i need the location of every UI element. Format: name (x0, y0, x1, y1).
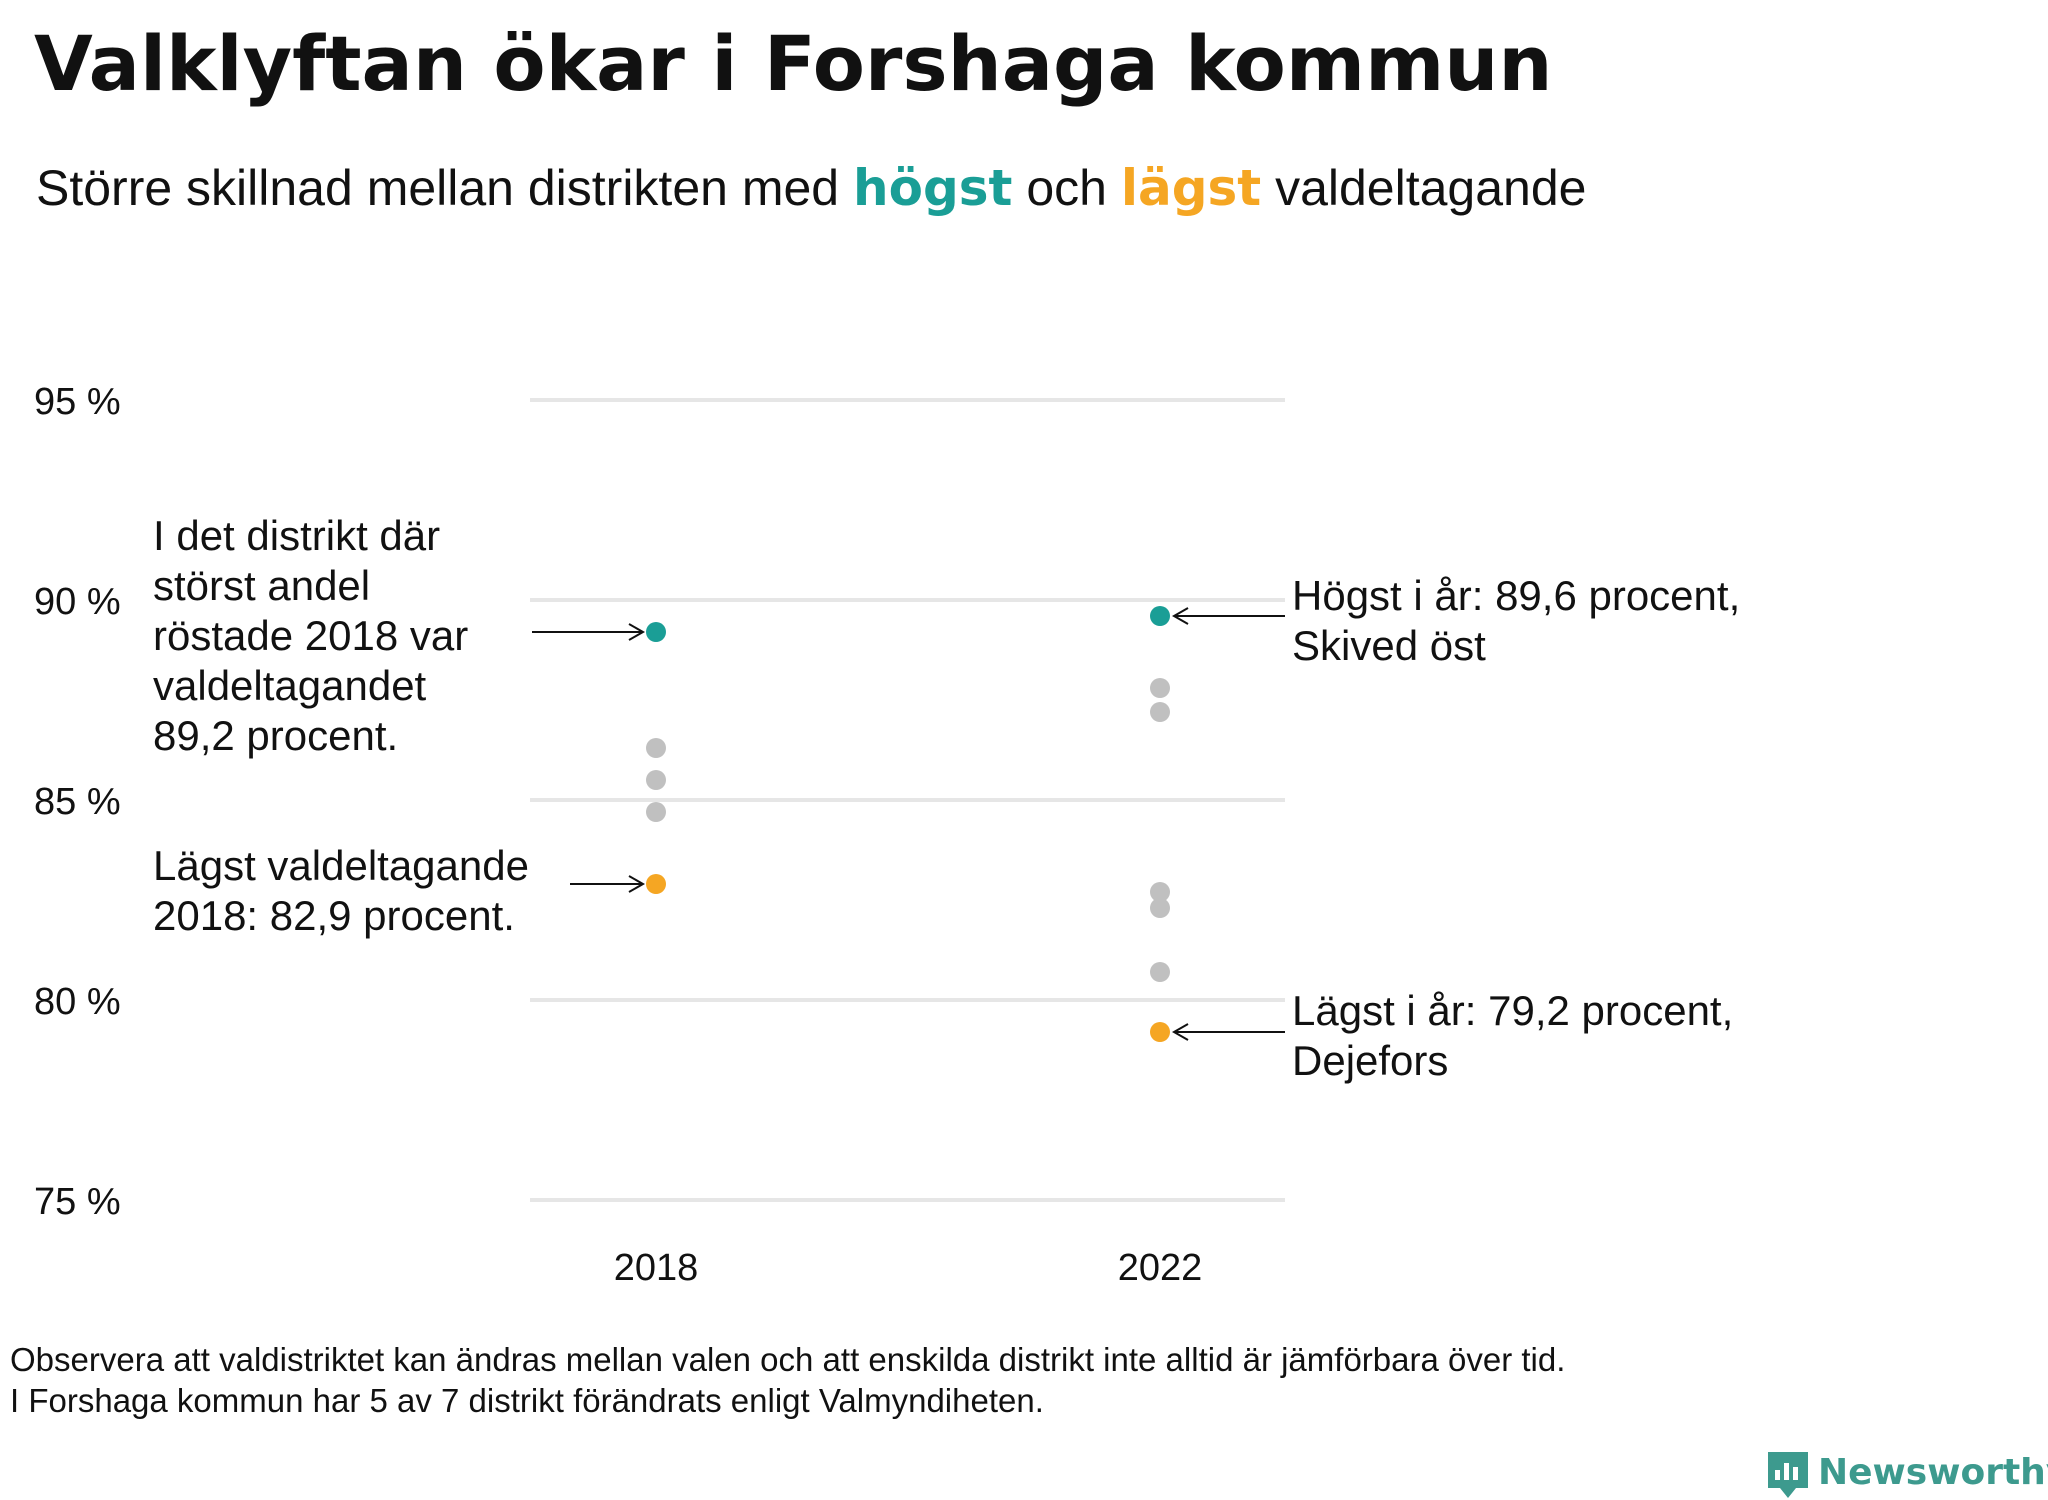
data-point-other (646, 802, 666, 822)
annotation-high2018-line: störst andel (153, 562, 370, 609)
y-tick-label: 95 % (34, 381, 121, 423)
subtitle-lowest-word: lägst (1121, 159, 1261, 217)
data-point-other (646, 770, 666, 790)
subtitle-part2: och (1026, 160, 1121, 216)
annotation-low2022-line: Dejefors (1292, 1037, 1448, 1084)
chart-subtitle: Större skillnad mellan distrikten med hö… (36, 159, 1586, 217)
subtitle-part3: valdeltagande (1275, 160, 1586, 216)
arrow-high-2022 (1171, 607, 1285, 625)
annotation-high2022-line: Skived öst (1292, 622, 1486, 669)
annotation-high2018-line: valdeltagandet (153, 662, 427, 709)
annotation-high2018-line: 89,2 procent. (153, 712, 398, 759)
y-axis-ticks: 95 % 90 % 85 % 80 % 75 % (34, 381, 121, 1223)
x-tick-label: 2018 (614, 1247, 699, 1289)
data-point-other (1150, 898, 1170, 918)
y-tick-label: 90 % (34, 581, 121, 623)
x-tick-label: 2022 (1118, 1247, 1203, 1289)
arrow-high-2018 (532, 623, 646, 641)
y-tick-label: 80 % (34, 981, 121, 1023)
data-point-lowest (1150, 1022, 1170, 1042)
data-point-other (1150, 882, 1170, 902)
annotation-low2018-line: Lägst valdeltagande (153, 842, 529, 889)
annotation-high2018-line: I det distrikt där (153, 512, 440, 559)
gridlines (530, 398, 1285, 1202)
data-points (646, 606, 1170, 1042)
brand-logo: Newsworthy (1768, 1452, 2048, 1498)
annotation-high2022-line: Högst i år: 89,6 procent, (1292, 572, 1740, 619)
y-tick-label: 85 % (34, 781, 121, 823)
annotation-low2022-line: Lägst i år: 79,2 procent, (1292, 987, 1733, 1034)
data-point-other (1150, 962, 1170, 982)
x-axis-ticks: 2018 2022 (614, 1247, 1203, 1289)
footnote-line-2: I Forshaga kommun har 5 av 7 distrikt fö… (10, 1382, 1044, 1419)
data-point-other (1150, 702, 1170, 722)
footnote-line-1: Observera att valdistriktet kan ändras m… (10, 1341, 1565, 1378)
arrow-low-2018 (570, 875, 646, 893)
annotation-low2018-line: 2018: 82,9 procent. (153, 892, 515, 939)
data-point-lowest (646, 874, 666, 894)
brand-name: Newsworthy (1818, 1452, 2048, 1493)
data-point-other (646, 738, 666, 758)
annotation-arrows (532, 607, 1285, 1041)
bar-chart-speech-bubble-icon (1768, 1452, 1808, 1498)
annotation-high2018-line: röstade 2018 var (153, 612, 468, 659)
arrow-low-2022 (1171, 1023, 1285, 1041)
data-point-highest (1150, 606, 1170, 626)
data-point-highest (646, 622, 666, 642)
data-point-other (1150, 678, 1170, 698)
subtitle-highest-word: högst (853, 159, 1012, 217)
subtitle-part1: Större skillnad mellan distrikten med (36, 160, 853, 216)
chart-title: Valklyftan ökar i Forshaga kommun (34, 19, 1552, 108)
y-tick-label: 75 % (34, 1181, 121, 1223)
